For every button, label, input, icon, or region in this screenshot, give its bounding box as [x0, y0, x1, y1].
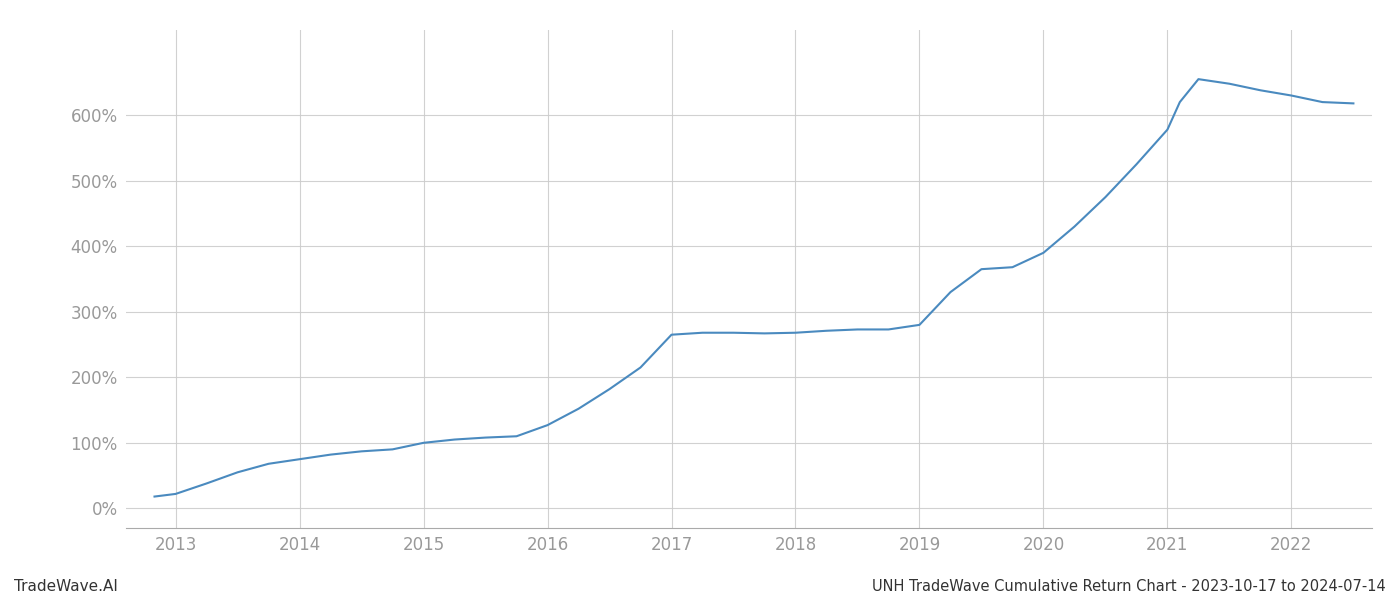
Text: TradeWave.AI: TradeWave.AI: [14, 579, 118, 594]
Text: UNH TradeWave Cumulative Return Chart - 2023-10-17 to 2024-07-14: UNH TradeWave Cumulative Return Chart - …: [872, 579, 1386, 594]
